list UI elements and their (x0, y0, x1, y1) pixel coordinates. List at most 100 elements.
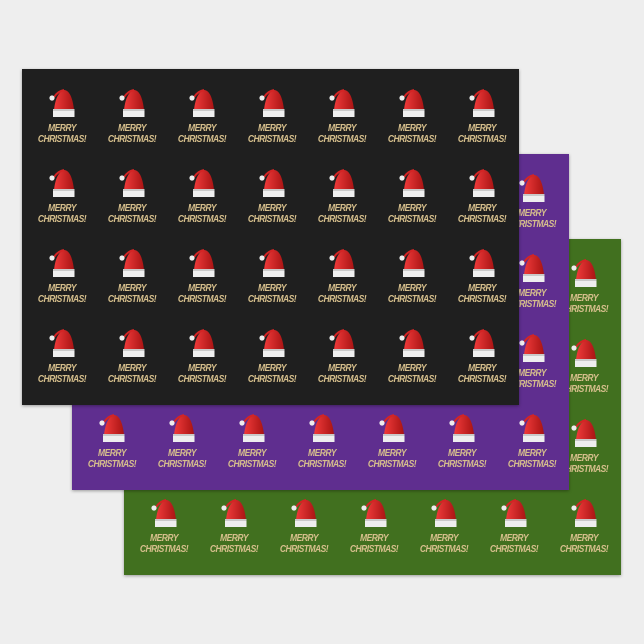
greeting-line-2: CHRISTMAS! (457, 293, 507, 305)
santa-hat-icon (49, 329, 75, 357)
greeting-line-1: MERRY (98, 448, 127, 459)
santa-hat-icon (449, 414, 475, 442)
santa-hat-icon (189, 249, 215, 277)
greeting-line-2: CHRISTMAS! (107, 213, 157, 225)
greeting-line-1: MERRY (118, 123, 147, 134)
pattern-motif: MERRY CHRISTMAS! (357, 413, 427, 473)
greeting-text: MERRY CHRISTMAS! (507, 368, 557, 390)
greeting-line-1: MERRY (398, 283, 427, 294)
greeting-text: MERRY CHRISTMAS! (178, 203, 227, 225)
greeting-line-1: MERRY (188, 203, 217, 214)
pattern-motif: MERRY CHRISTMAS! (549, 498, 619, 558)
greeting-text: MERRY CHRISTMAS! (37, 283, 87, 305)
greeting-line-1: MERRY (518, 288, 547, 299)
santa-hat-icon (329, 89, 355, 117)
greeting-line-1: MERRY (118, 283, 147, 294)
greeting-line-2: CHRISTMAS! (387, 213, 437, 225)
santa-hat-icon (469, 89, 495, 117)
santa-hat-icon (501, 499, 527, 527)
greeting-line-2: CHRISTMAS! (559, 303, 609, 315)
pattern-motif: MERRY CHRISTMAS! (77, 413, 147, 473)
greeting-line-1: MERRY (48, 363, 77, 374)
greeting-line-2: CHRISTMAS! (297, 458, 347, 470)
greeting-line-2: CHRISTMAS! (489, 543, 539, 555)
greeting-line-1: MERRY (258, 283, 287, 294)
greeting-text: MERRY CHRISTMAS! (178, 123, 227, 145)
greeting-line-2: CHRISTMAS! (317, 133, 367, 145)
greeting-text: MERRY CHRISTMAS! (317, 123, 367, 145)
santa-hat-icon (571, 419, 597, 447)
pattern-motif: MERRY CHRISTMAS! (377, 328, 447, 388)
pattern-motif: MERRY CHRISTMAS! (167, 248, 237, 308)
greeting-text: MERRY CHRISTMAS! (318, 283, 367, 305)
greeting-line-1: MERRY (500, 533, 529, 544)
pattern-motif: MERRY CHRISTMAS! (549, 418, 619, 478)
greeting-line-2: CHRISTMAS! (279, 543, 329, 555)
greeting-line-1: MERRY (398, 203, 427, 214)
greeting-text: MERRY CHRISTMAS! (560, 373, 609, 395)
pattern-motif: MERRY CHRISTMAS! (447, 88, 517, 148)
santa-hat-icon (239, 414, 265, 442)
greeting-line-1: MERRY (398, 123, 427, 134)
greeting-text: MERRY CHRISTMAS! (297, 448, 347, 470)
santa-hat-icon (119, 169, 145, 197)
greeting-line-2: CHRISTMAS! (177, 373, 227, 385)
santa-hat-icon (571, 339, 597, 367)
pattern-motif: MERRY CHRISTMAS! (167, 328, 237, 388)
greeting-line-2: CHRISTMAS! (209, 543, 259, 555)
santa-hat-icon (49, 89, 75, 117)
greeting-line-1: MERRY (150, 533, 179, 544)
santa-hat-icon (221, 499, 247, 527)
santa-hat-icon (379, 414, 405, 442)
greeting-line-2: CHRISTMAS! (507, 458, 557, 470)
greeting-line-2: CHRISTMAS! (419, 543, 469, 555)
pattern-motif: MERRY CHRISTMAS! (27, 168, 97, 228)
santa-hat-icon (259, 89, 285, 117)
greeting-line-2: CHRISTMAS! (37, 133, 87, 145)
pattern-motif: MERRY CHRISTMAS! (339, 498, 409, 558)
greeting-text: MERRY CHRISTMAS! (248, 283, 297, 305)
greeting-line-1: MERRY (328, 123, 357, 134)
pattern-motif: MERRY CHRISTMAS! (377, 88, 447, 148)
greeting-line-2: CHRISTMAS! (107, 373, 157, 385)
greeting-line-2: CHRISTMAS! (367, 458, 417, 470)
greeting-line-1: MERRY (570, 293, 599, 304)
greeting-line-1: MERRY (570, 533, 599, 544)
santa-hat-icon (309, 414, 335, 442)
santa-hat-icon (329, 249, 355, 277)
greeting-text: MERRY CHRISTMAS! (158, 448, 207, 470)
pattern-motif: MERRY CHRISTMAS! (27, 328, 97, 388)
greeting-line-2: CHRISTMAS! (87, 458, 137, 470)
pattern-motif: MERRY CHRISTMAS! (237, 88, 307, 148)
santa-hat-icon (169, 414, 195, 442)
greeting-text: MERRY CHRISTMAS! (560, 533, 609, 555)
greeting-text: MERRY CHRISTMAS! (367, 448, 417, 470)
pattern-motif: MERRY CHRISTMAS! (307, 168, 377, 228)
greeting-line-1: MERRY (378, 448, 407, 459)
santa-hat-icon (189, 169, 215, 197)
santa-hat-icon (189, 89, 215, 117)
greeting-line-1: MERRY (188, 283, 217, 294)
pattern-motif: MERRY CHRISTMAS! (497, 173, 567, 233)
greeting-line-1: MERRY (48, 203, 77, 214)
greeting-line-2: CHRISTMAS! (437, 458, 487, 470)
santa-hat-icon (399, 329, 425, 357)
santa-hat-icon (329, 329, 355, 357)
santa-hat-icon (469, 169, 495, 197)
greeting-line-2: CHRISTMAS! (559, 463, 609, 475)
greeting-text: MERRY CHRISTMAS! (489, 533, 539, 555)
greeting-text: MERRY CHRISTMAS! (318, 363, 367, 385)
pattern-motif: MERRY CHRISTMAS! (97, 168, 167, 228)
greeting-line-2: CHRISTMAS! (387, 133, 437, 145)
greeting-line-2: CHRISTMAS! (507, 378, 557, 390)
greeting-text: MERRY CHRISTMAS! (37, 123, 87, 145)
santa-hat-icon (431, 499, 457, 527)
greeting-line-2: CHRISTMAS! (457, 133, 507, 145)
pattern-motif: MERRY CHRISTMAS! (237, 248, 307, 308)
greeting-line-2: CHRISTMAS! (37, 293, 87, 305)
pattern-motif: MERRY CHRISTMAS! (237, 328, 307, 388)
santa-hat-icon (399, 169, 425, 197)
santa-hat-icon (399, 249, 425, 277)
greeting-text: MERRY CHRISTMAS! (38, 363, 87, 385)
pattern-motif: MERRY CHRISTMAS! (307, 328, 377, 388)
